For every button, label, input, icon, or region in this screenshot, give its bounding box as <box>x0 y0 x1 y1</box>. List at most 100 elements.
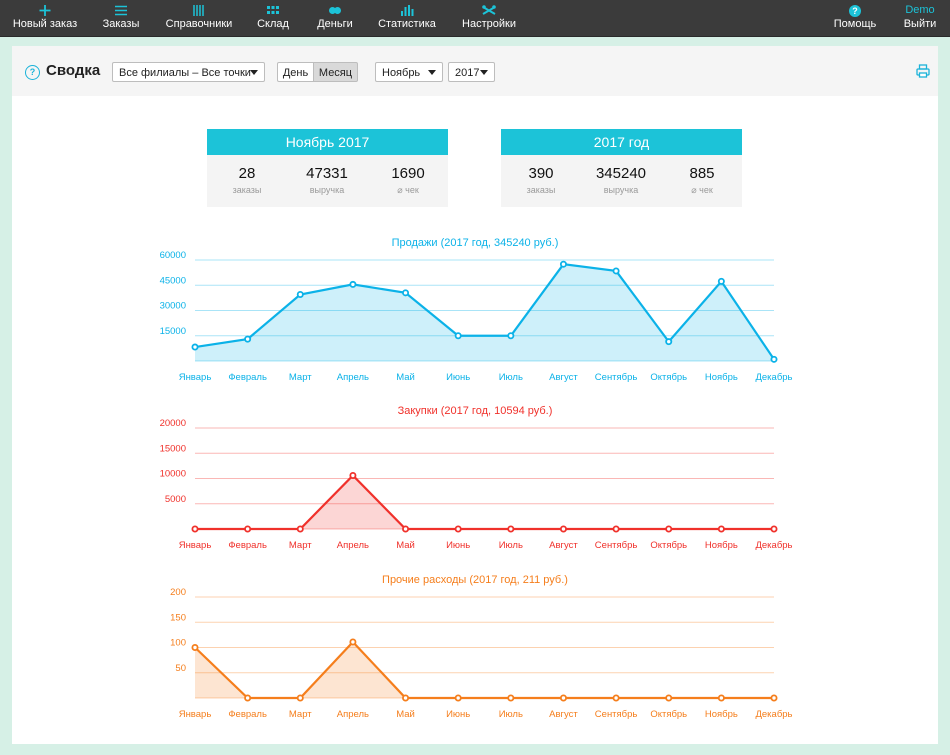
nav-label: Статистика <box>378 18 436 30</box>
data-point <box>507 332 515 340</box>
plus-icon <box>39 5 51 16</box>
y-tick-label: 15000 <box>160 443 186 454</box>
data-point <box>665 525 673 533</box>
data-point <box>349 638 357 646</box>
y-tick-label: 100 <box>170 638 186 649</box>
nav-orders[interactable]: Заказы <box>96 0 146 36</box>
x-tick-label: Август <box>549 372 578 383</box>
nav-statistics[interactable]: Статистика <box>376 0 438 36</box>
data-point <box>191 525 199 533</box>
nav-logout[interactable]: Demo Выйти <box>898 0 942 36</box>
data-point <box>296 694 304 702</box>
coins-icon <box>329 7 341 14</box>
stat-label: ⌀ чек <box>397 185 419 195</box>
series-area <box>195 475 774 529</box>
nav-label: Новый заказ <box>12 18 78 30</box>
x-tick-label: Сентябрь <box>595 540 638 551</box>
data-point <box>454 694 462 702</box>
x-tick-label: Август <box>549 540 578 551</box>
sales-chart: Продажи (2017 год, 345240 руб.) 15000 3000… <box>160 237 793 383</box>
nav-settings[interactable]: Настройки <box>460 0 518 36</box>
stat-value: 1690 <box>391 165 425 182</box>
data-point <box>559 525 567 533</box>
x-tick-label: Январь <box>179 709 212 720</box>
stat-label: выручка <box>603 185 639 195</box>
x-tick-label: Ноябрь <box>705 540 738 551</box>
data-point <box>402 525 410 533</box>
data-point <box>507 694 515 702</box>
nav-warehouse[interactable]: Склад <box>252 0 294 36</box>
year-select-value: 2017 <box>455 67 480 79</box>
y-tick-label: 15000 <box>160 326 186 337</box>
chevron-down-icon <box>480 70 488 75</box>
month-select[interactable]: Ноябрь <box>375 62 443 82</box>
stat-value: 47331 <box>306 165 348 182</box>
x-tick-label: Март <box>289 709 312 720</box>
summary-card-month: Ноябрь 2017 28 заказы 47331 выручка 1690… <box>207 129 448 207</box>
data-point <box>612 694 620 702</box>
x-tick-label: Январь <box>179 372 212 383</box>
grid-icon <box>267 6 279 14</box>
x-tick-label: Февраль <box>228 372 267 383</box>
x-tick-label: Июнь <box>446 709 470 720</box>
x-tick-label: Май <box>396 540 415 551</box>
x-tick-label: Декабрь <box>755 372 792 383</box>
x-tick-label: Июль <box>499 709 523 720</box>
nav-new-order[interactable]: Новый заказ <box>8 0 82 36</box>
y-tick-label: 200 <box>170 587 186 598</box>
help-icon[interactable]: ? <box>25 65 40 80</box>
x-tick-label: Июнь <box>446 540 470 551</box>
month-select-value: Ноябрь <box>382 67 421 79</box>
x-tick-label: Июль <box>499 540 523 551</box>
stat-revenue: 345240 выручка <box>581 165 661 195</box>
stat-orders: 390 заказы <box>501 165 581 195</box>
y-tick-label: 50 <box>175 663 186 674</box>
data-point <box>507 525 515 533</box>
x-tick-label: Март <box>289 540 312 551</box>
data-point <box>612 267 620 275</box>
x-tick-label: Декабрь <box>755 709 792 720</box>
purchases-chart: Закупки (2017 год, 10594 руб.) 5000 10000 1… <box>160 405 793 551</box>
x-tick-label: Апрель <box>337 372 369 383</box>
toggle-day[interactable]: День <box>277 62 314 82</box>
x-tick-label: Октябрь <box>650 372 687 383</box>
stat-value: 390 <box>528 165 554 182</box>
data-point <box>717 694 725 702</box>
x-tick-label: Апрель <box>337 709 369 720</box>
nav-money[interactable]: Деньги <box>314 0 356 36</box>
x-tick-label: Октябрь <box>650 709 687 720</box>
data-point <box>296 525 304 533</box>
x-tick-label: Декабрь <box>755 540 792 551</box>
stat-orders: 28 заказы <box>207 165 287 195</box>
x-tick-label: Сентябрь <box>595 709 638 720</box>
data-point <box>559 260 567 268</box>
x-tick-label: Июль <box>499 372 523 383</box>
chart-title: Продажи (2017 год, 345240 руб.) <box>392 237 559 249</box>
nav-help[interactable]: ? Помощь <box>832 0 878 36</box>
page-title: Сводка <box>46 62 101 79</box>
data-point <box>402 289 410 297</box>
stat-revenue: 47331 выручка <box>287 165 367 195</box>
y-tick-label: 5000 <box>165 494 186 505</box>
stat-avg-check: 1690 ⌀ чек <box>368 165 448 196</box>
data-point <box>454 525 462 533</box>
summary-card-year: 2017 год 390 заказы 345240 выручка 885 ⌀… <box>501 129 742 207</box>
x-tick-label: Март <box>289 372 312 383</box>
stat-value: 885 <box>689 165 715 182</box>
x-tick-label: Июнь <box>446 372 470 383</box>
year-select[interactable]: 2017 <box>448 62 495 82</box>
data-point <box>717 277 725 285</box>
series-area <box>195 264 774 361</box>
print-icon[interactable] <box>916 64 930 78</box>
bar-chart-icon <box>401 5 414 16</box>
data-point <box>665 694 673 702</box>
x-tick-label: Октябрь <box>650 540 687 551</box>
data-point <box>559 694 567 702</box>
branch-select[interactable]: Все филиалы – Все точки <box>112 62 265 82</box>
nav-references[interactable]: Справочники <box>164 0 234 36</box>
data-point <box>770 525 778 533</box>
data-point <box>244 694 252 702</box>
toggle-month[interactable]: Месяц <box>313 62 358 82</box>
other-expenses-chart: Прочие расходы (2017 год, 211 руб.) 50 100… <box>170 574 792 720</box>
chart-title: Закупки (2017 год, 10594 руб.) <box>398 405 553 417</box>
